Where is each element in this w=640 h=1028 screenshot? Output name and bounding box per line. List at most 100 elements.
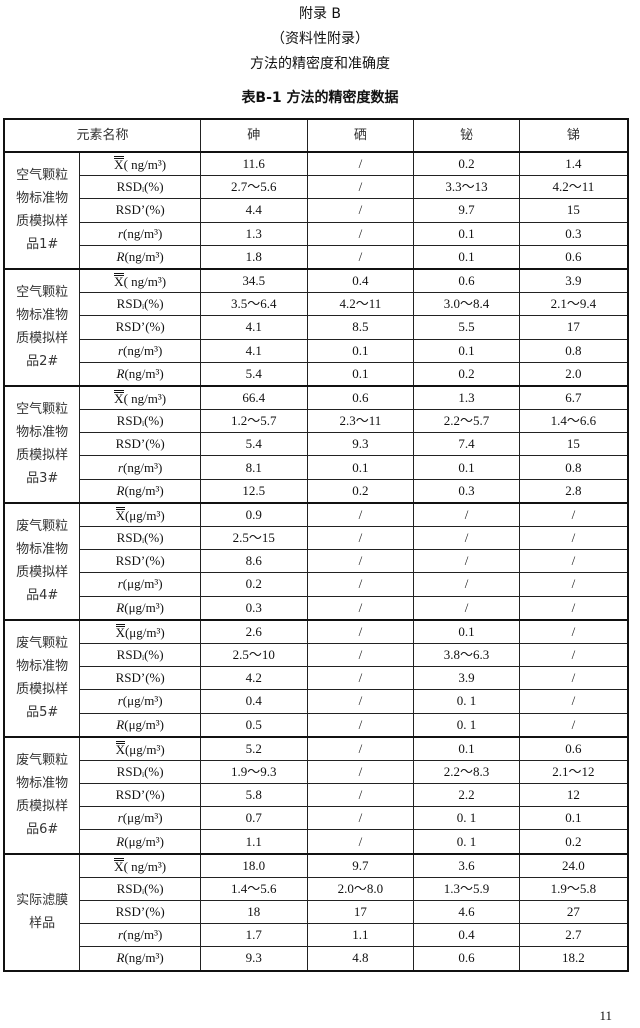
value-cell: 0.7 — [199, 806, 308, 831]
parameter-symbol: R — [116, 482, 125, 498]
value-cell: 2.2～5.7 — [413, 409, 520, 434]
parameter-symbol: r — [117, 810, 123, 826]
parameter-cell: R(ng/m³) — [79, 361, 201, 387]
value-cell: / — [306, 501, 415, 527]
value-cell: 11.6 — [199, 151, 308, 177]
value-cell: 4.2～11 — [518, 175, 629, 200]
parameter-symbol: r — [117, 225, 124, 241]
table-row: r(ng/m³) 1.3/0.1 0.3 — [4, 221, 629, 246]
table-row: RSD’(%) 4.4/9.7 15 — [4, 198, 629, 223]
column-header: 硒 — [306, 118, 415, 153]
parameter-unit: (%) — [144, 880, 164, 896]
parameter-cell: R(ng/m³) — [79, 244, 201, 270]
parameter-cell: RSD’(%) — [79, 666, 201, 691]
value-cell: 12.5 — [199, 478, 308, 504]
value-cell: 0.1 — [518, 806, 629, 831]
table-row: RSDᵢ(%) 2.7～5.6/3.3～13 4.2～11 — [4, 175, 629, 200]
value-cell: 1.4～5.6 — [199, 876, 308, 902]
value-cell: / — [306, 221, 415, 246]
value-cell: 2.5～15 — [199, 525, 308, 551]
value-cell: / — [413, 595, 520, 621]
sample-group-name: 实际滤膜样品 — [3, 852, 81, 972]
value-cell: 9.7 — [306, 852, 415, 878]
parameter-cell: RSD’(%) — [79, 899, 201, 925]
parameter-symbol: X — [115, 506, 125, 523]
value-cell: 0.1 — [413, 244, 520, 270]
parameter-unit: (μg/m³) — [122, 693, 163, 709]
parameter-unit: (%) — [144, 413, 164, 429]
value-cell: 4.1 — [199, 315, 308, 340]
table-row: RSDᵢ(%) 1.4～5.6 2.0～8.0 1.3～5.9 1.9～5.8 — [4, 876, 629, 902]
value-cell: 5.8 — [199, 783, 308, 808]
parameter-cell: RSD’(%) — [79, 783, 201, 808]
value-cell: 8.6 — [199, 549, 308, 574]
parameter-unit: ( ng/m³) — [123, 274, 167, 290]
parameter-symbol: r — [117, 576, 123, 592]
value-cell: 4.2 — [199, 666, 308, 691]
value-cell: / — [306, 572, 415, 597]
parameter-cell: RSD’(%) — [79, 432, 201, 457]
value-cell: 0. 1 — [413, 712, 520, 738]
value-cell: 0.1 — [413, 618, 520, 644]
sample-group-name: 废气颗粒物标准物质模拟样品5# — [3, 618, 81, 738]
value-cell: 8.1 — [199, 455, 308, 480]
value-cell: / — [518, 595, 629, 621]
value-cell: 2.3～11 — [306, 409, 415, 434]
value-cell: / — [306, 735, 415, 761]
parameter-unit: (ng/m³) — [124, 950, 164, 966]
value-cell: 66.4 — [199, 384, 308, 411]
sample-group-name: 废气颗粒物标准物质模拟样品6# — [3, 735, 81, 855]
value-cell: 4.6 — [413, 899, 520, 925]
table-row: RSDᵢ(%) 1.9～9.3/2.2～8.3 2.1～12 — [4, 759, 629, 785]
parameter-unit: (ng/m³) — [123, 459, 163, 475]
parameter-unit: ( ng/m³) — [123, 390, 167, 406]
value-cell: / — [306, 595, 415, 621]
value-cell: 1.9～5.8 — [518, 876, 629, 902]
parameter-unit: (%) — [145, 202, 165, 218]
value-cell: / — [413, 549, 520, 574]
parameter-symbol: R — [116, 599, 125, 615]
parameter-symbol: R — [116, 950, 125, 966]
value-cell: 0.1 — [306, 361, 415, 387]
value-cell: 2.2～8.3 — [413, 759, 520, 785]
value-cell: 3.6 — [413, 852, 520, 878]
table-row: 废气颗粒物标准物质模拟样品5# X(μg/m³) 2.6/0.1/ — [3, 618, 629, 738]
sample-group-name: 空气颗粒物标准物质模拟样品3# — [3, 384, 81, 504]
value-cell: 0.1 — [413, 455, 520, 480]
parameter-symbol: r — [117, 927, 124, 943]
parameter-symbol: RSDᵢ — [116, 179, 145, 195]
parameter-unit: (ng/m³) — [123, 927, 163, 943]
parameter-cell: RSDᵢ(%) — [79, 175, 201, 200]
value-cell: 1.1 — [306, 923, 415, 948]
value-cell: 0.1 — [306, 455, 415, 480]
value-cell: / — [518, 689, 629, 714]
parameter-unit: ( ng/m³) — [123, 858, 167, 874]
value-cell: 0. 1 — [413, 829, 520, 855]
parameter-unit: (ng/m³) — [123, 225, 163, 241]
parameter-cell: r(μg/m³) — [79, 806, 201, 831]
table-row: r(ng/m³) 1.7 1.1 0.4 2.7 — [4, 923, 629, 948]
precision-table: 元素名称 砷 硒 铋 锑 空气颗粒物标准物质模拟样品1# X( ng/m³) 11.… — [3, 118, 629, 972]
value-cell: 0.2 — [413, 151, 520, 177]
parameter-unit: (%) — [144, 530, 164, 546]
table-row: RSD’(%) 4.2/3.9/ — [4, 666, 629, 691]
value-cell: 3.9 — [518, 267, 629, 294]
value-cell: 0.3 — [413, 478, 520, 504]
table-row: RSDᵢ(%) 1.2～5.7 2.3～11 2.2～5.7 1.4～6.6 — [4, 409, 629, 434]
value-cell: 0.1 — [306, 338, 415, 363]
value-cell: 4.2～11 — [306, 292, 415, 317]
section-title: 方法的精密度和准确度 — [250, 56, 390, 72]
parameter-symbol: RSD’ — [115, 319, 146, 335]
value-cell: 3.5～6.4 — [199, 292, 308, 317]
parameter-unit: (ng/m³) — [124, 248, 164, 264]
value-cell: 0.6 — [413, 946, 520, 972]
value-cell: 2.0 — [518, 361, 629, 387]
parameter-cell: r(ng/m³) — [79, 455, 201, 480]
parameter-cell: X( ng/m³) — [79, 151, 201, 177]
column-header: 砷 — [199, 118, 308, 153]
value-cell: / — [306, 175, 415, 200]
parameter-cell: r(ng/m³) — [79, 923, 201, 948]
value-cell: 5.5 — [413, 315, 520, 340]
value-cell: / — [306, 618, 415, 644]
parameter-symbol: R — [116, 833, 125, 849]
